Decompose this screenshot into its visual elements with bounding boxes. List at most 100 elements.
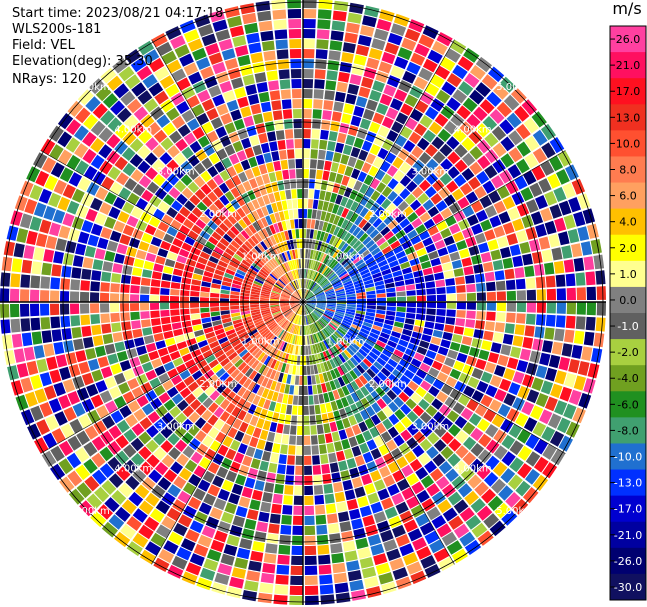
velocity-gate bbox=[266, 472, 276, 483]
velocity-gate bbox=[208, 255, 219, 264]
velocity-gate bbox=[39, 372, 52, 387]
velocity-gate bbox=[97, 356, 109, 368]
velocity-gate bbox=[91, 436, 106, 451]
azimuth-spoke bbox=[151, 39, 304, 303]
velocity-gate bbox=[104, 216, 117, 229]
velocity-gate bbox=[160, 354, 172, 365]
velocity-gate bbox=[546, 288, 556, 301]
velocity-gate bbox=[523, 117, 539, 134]
velocity-gate bbox=[200, 345, 211, 354]
velocity-gate bbox=[222, 276, 233, 283]
velocity-gate bbox=[471, 522, 488, 538]
velocity-gate bbox=[263, 344, 272, 353]
velocity-gate bbox=[339, 123, 350, 134]
velocity-gate bbox=[303, 198, 308, 209]
velocity-gate bbox=[329, 533, 341, 544]
velocity-gate bbox=[485, 439, 500, 454]
velocity-gate bbox=[283, 332, 290, 342]
velocity-gate bbox=[517, 445, 532, 461]
velocity-gate bbox=[153, 385, 166, 397]
velocity-gate bbox=[345, 22, 360, 34]
velocity-gate bbox=[181, 432, 194, 445]
velocity-gate bbox=[355, 310, 366, 315]
velocity-gate bbox=[325, 310, 334, 316]
velocity-gate bbox=[332, 152, 342, 163]
velocity-gate bbox=[210, 288, 220, 294]
velocity-gate bbox=[233, 342, 244, 351]
velocity-gate bbox=[575, 272, 586, 286]
velocity-gate bbox=[591, 348, 603, 363]
velocity-gate bbox=[238, 219, 248, 229]
velocity-gate bbox=[63, 340, 75, 353]
velocity-gate bbox=[317, 241, 322, 251]
velocity-gate bbox=[358, 331, 368, 339]
colorbar-tick-label: 2.0 bbox=[619, 242, 637, 255]
velocity-gate bbox=[565, 273, 576, 287]
velocity-gate bbox=[205, 331, 216, 339]
velocity-gate bbox=[288, 271, 294, 281]
velocity-gate bbox=[259, 429, 269, 441]
velocity-gate bbox=[278, 329, 285, 339]
velocity-gate bbox=[365, 256, 375, 265]
velocity-gate bbox=[352, 367, 362, 377]
velocity-gate bbox=[63, 406, 77, 422]
velocity-gate bbox=[226, 391, 236, 402]
velocity-gate bbox=[254, 531, 267, 542]
velocity-gate bbox=[304, 290, 309, 299]
velocity-gate bbox=[349, 467, 360, 479]
velocity-gate bbox=[475, 123, 490, 138]
velocity-gate bbox=[544, 327, 555, 340]
velocity-gate bbox=[151, 271, 162, 280]
velocity-gate bbox=[316, 294, 326, 299]
velocity-gate bbox=[329, 462, 339, 473]
velocity-gate bbox=[386, 297, 396, 302]
velocity-gate bbox=[410, 108, 424, 122]
velocity-gate bbox=[299, 305, 302, 315]
velocity-gate bbox=[333, 101, 344, 112]
velocity-gate bbox=[177, 124, 191, 137]
velocity-gate bbox=[240, 106, 252, 118]
velocity-gate bbox=[276, 254, 283, 264]
velocity-gate bbox=[476, 505, 493, 521]
velocity-gate bbox=[576, 302, 586, 315]
velocity-gate bbox=[263, 355, 271, 366]
velocity-gate bbox=[199, 302, 210, 308]
velocity-gate bbox=[297, 279, 300, 289]
velocity-gate bbox=[413, 431, 426, 444]
velocity-gate bbox=[198, 24, 214, 37]
velocity-gate bbox=[390, 354, 401, 363]
velocity-gate bbox=[453, 326, 464, 335]
velocity-gate bbox=[345, 311, 355, 316]
velocity-gate bbox=[414, 43, 430, 57]
velocity-gate bbox=[390, 265, 401, 273]
velocity-gate bbox=[327, 337, 335, 347]
velocity-gate bbox=[138, 40, 155, 56]
velocity-gate bbox=[120, 303, 130, 312]
velocity-gate bbox=[455, 430, 469, 444]
velocity-gate bbox=[247, 381, 256, 392]
velocity-gate bbox=[303, 0, 317, 9]
velocity-gate bbox=[350, 201, 359, 212]
velocity-gate bbox=[294, 305, 301, 313]
velocity-gate bbox=[252, 283, 262, 289]
velocity-gate bbox=[296, 259, 300, 269]
velocity-gate bbox=[308, 385, 313, 395]
velocity-gate bbox=[232, 383, 242, 394]
velocity-gate bbox=[517, 429, 531, 444]
velocity-gate bbox=[206, 549, 222, 562]
velocity-gate bbox=[413, 270, 424, 278]
velocity-gate bbox=[418, 398, 430, 411]
velocity-gate bbox=[379, 264, 390, 272]
velocity-gate bbox=[244, 168, 255, 180]
velocity-gate bbox=[91, 452, 106, 468]
velocity-gate bbox=[319, 139, 328, 150]
velocity-gate bbox=[274, 339, 281, 348]
velocity-gate bbox=[303, 139, 311, 149]
velocity-gate bbox=[346, 347, 355, 356]
velocity-gate bbox=[303, 375, 308, 385]
velocity-gate bbox=[236, 345, 246, 355]
velocity-gate bbox=[332, 183, 341, 194]
velocity-gate bbox=[551, 341, 563, 355]
velocity-gate bbox=[316, 304, 326, 308]
velocity-gate bbox=[140, 277, 151, 286]
